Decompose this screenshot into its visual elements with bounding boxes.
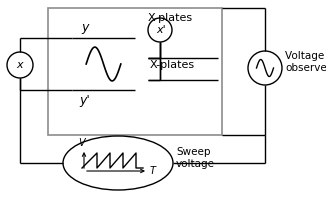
Text: X-plates: X-plates [148,13,193,23]
Text: x: x [17,60,23,70]
Text: y': y' [80,94,90,107]
Text: X-plates: X-plates [150,60,195,70]
Text: V: V [79,138,85,148]
Text: Voltage to be
observed: Voltage to be observed [285,51,326,73]
Text: x': x' [156,25,166,35]
Text: T: T [150,166,156,176]
Bar [48,8,222,135]
Text: Sweep
voltage: Sweep voltage [176,147,215,169]
Text: y: y [81,21,89,34]
